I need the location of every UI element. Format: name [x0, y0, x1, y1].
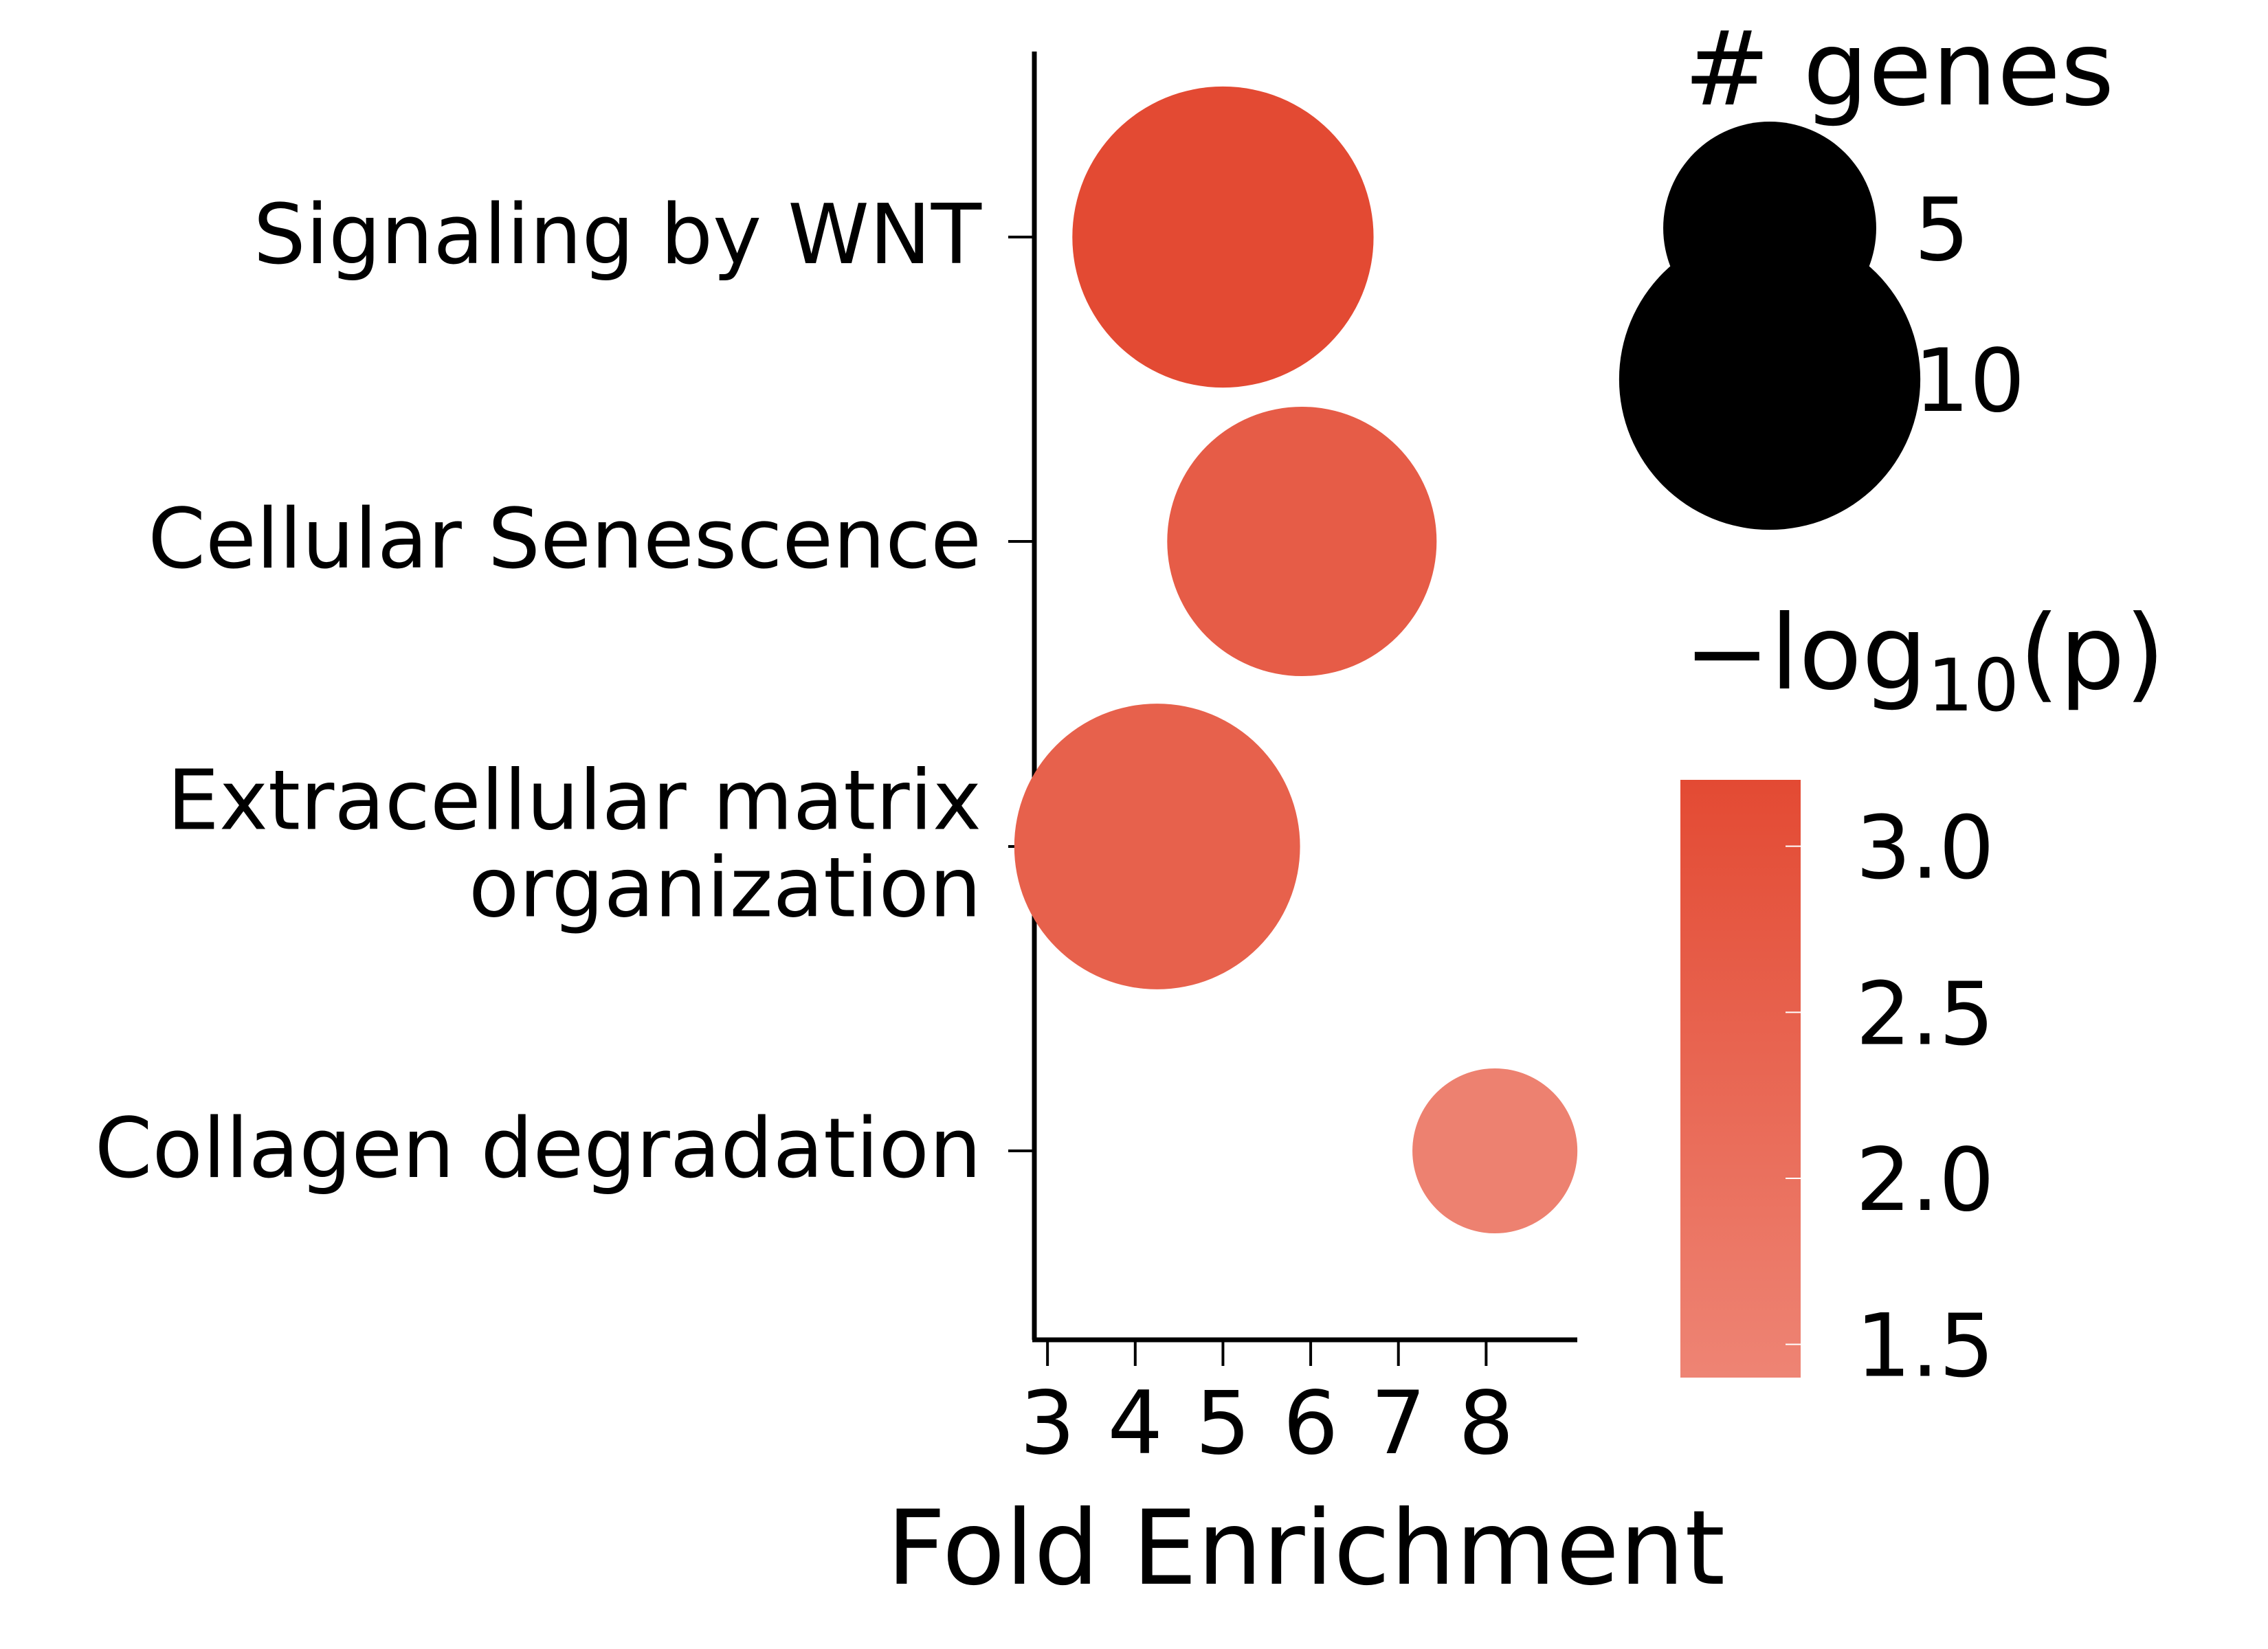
color-legend: −log10(p) 1.5 2.0 2.5 3.0	[1680, 594, 2165, 1397]
x-tick-label: 6	[1283, 1372, 1339, 1474]
data-point	[1072, 86, 1374, 388]
y-tick-label: Cellular Senescence	[148, 492, 981, 587]
x-tick-label: 4	[1107, 1372, 1163, 1474]
x-axis-label: Fold Enrichment	[887, 1489, 1725, 1608]
size-legend: # genes 510	[1619, 10, 2114, 530]
y-tick-label-line: Cellular Senescence	[148, 492, 981, 587]
data-point	[1167, 406, 1437, 677]
y-ticks: Signaling by WNT Cellular Senescence Extra…	[95, 188, 1034, 1197]
size-legend-label: 5	[1914, 179, 1970, 280]
size-legend-marker	[1619, 228, 1921, 530]
data-point	[1014, 704, 1300, 989]
data-point	[1412, 1068, 1578, 1234]
colorbar-tick-label: 3.0	[1856, 797, 1994, 899]
y-tick-label-line: Signaling by WNT	[254, 188, 982, 283]
color-legend-title-tail: (p)	[2019, 594, 2165, 713]
color-legend-title-main: −log	[1684, 594, 1927, 713]
x-tick-label: 3	[1020, 1372, 1076, 1474]
x-tick-label: 8	[1458, 1372, 1514, 1474]
color-legend-title: −log10(p)	[1684, 594, 2165, 728]
size-legend-title: # genes	[1684, 10, 2114, 129]
y-tick-label-line: Extracellular matrix	[167, 754, 981, 849]
colorbar-ticks: 1.5 2.0 2.5 3.0	[1786, 797, 1994, 1397]
data-points	[1014, 86, 1578, 1234]
y-tick-label: Extracellular matrix organization	[167, 754, 981, 936]
y-tick-label-line: Collagen degradation	[95, 1101, 981, 1197]
color-legend-title-subscript: 10	[1927, 644, 2019, 728]
colorbar	[1680, 780, 1801, 1378]
size-legend-entries: 510	[1619, 122, 2025, 530]
y-tick-label: Collagen degradation	[95, 1101, 981, 1197]
colorbar-tick-label: 2.0	[1856, 1129, 1994, 1231]
y-tick-label: Signaling by WNT	[254, 188, 982, 283]
size-legend-label: 10	[1914, 330, 2025, 431]
colorbar-tick-label: 1.5	[1856, 1295, 1994, 1397]
y-tick-label-line: organization	[469, 841, 981, 936]
x-tick-label: 5	[1195, 1372, 1251, 1474]
colorbar-tick-label: 2.5	[1856, 963, 1994, 1064]
plot-area: Signaling by WNT Cellular Senescence Extra…	[95, 52, 1725, 1608]
x-tick-label: 7	[1370, 1372, 1426, 1474]
